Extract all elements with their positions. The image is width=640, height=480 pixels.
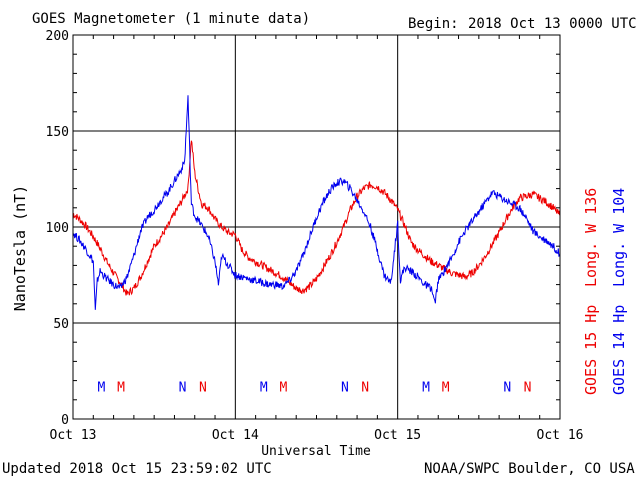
local-time-marker-m: M: [422, 380, 430, 395]
legend: GOES 15 Hp Long. W 136 GOES 14 Hp Long. …: [582, 188, 628, 395]
y-tick-label: 50: [53, 317, 69, 332]
chart-title: GOES Magnetometer (1 minute data): [32, 11, 311, 27]
series-line-goes14: [72, 95, 561, 310]
begin-value: 2018 Oct 13 0000 UTC: [468, 16, 637, 32]
y-tick-label: 100: [46, 221, 69, 236]
y-tick-label: 150: [46, 125, 69, 140]
local-time-marker-n: N: [179, 380, 187, 395]
x-axis-label: Universal Time: [261, 444, 371, 459]
legend-goes14-longitude: Long. W 104: [610, 188, 628, 287]
begin-label: Begin:: [408, 16, 459, 32]
x-tick-label: Oct 14: [212, 428, 259, 443]
local-time-marker-n: N: [361, 380, 369, 395]
legend-goes15-longitude: Long. W 136: [582, 188, 600, 287]
local-time-marker-n: N: [199, 380, 207, 395]
legend-goes14-name: GOES 14 Hp: [610, 305, 628, 395]
updated-timestamp: Updated 2018 Oct 15 23:59:02 UTC: [2, 461, 272, 477]
credit-text: NOAA/SWPC Boulder, CO USA: [424, 461, 635, 477]
axis-ticks: 0 50 100 150 200 Oct 13 Oct 14 Oct 15 Oct 16: [46, 29, 584, 443]
x-tick-label: Oct 13: [50, 428, 97, 443]
local-time-marker-m: M: [442, 380, 450, 395]
local-time-marker-n: N: [341, 380, 349, 395]
x-tick-label: Oct 16: [537, 428, 584, 443]
y-axis-label: NanoTesla (nT): [11, 185, 29, 311]
y-tick-label: 0: [61, 413, 69, 428]
x-tick-label: Oct 15: [374, 428, 421, 443]
local-time-marker-m: M: [97, 380, 105, 395]
local-time-marker-m: M: [117, 380, 125, 395]
series-line-goes15: [73, 140, 561, 296]
local-time-marker-m: M: [260, 380, 268, 395]
series-layer: [72, 95, 561, 310]
grid: [73, 35, 560, 419]
legend-goes15-name: GOES 15 Hp: [582, 305, 600, 395]
local-time-marker-n: N: [524, 380, 532, 395]
y-tick-label: 200: [46, 29, 69, 44]
local-time-marker-n: N: [503, 380, 511, 395]
local-time-marker-m: M: [279, 380, 287, 395]
